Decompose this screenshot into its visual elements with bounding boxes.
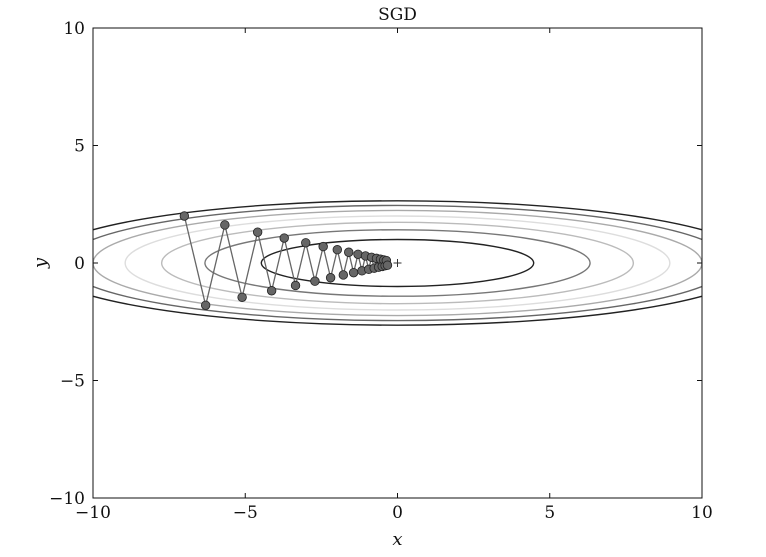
y-tick-label: 0 [74,254,85,274]
sgd-point [348,267,359,278]
minimum-marker [393,259,402,267]
sgd-point [325,273,336,283]
chart-title: SGD [378,5,417,25]
y-tick-label: −10 [49,489,85,509]
sgd-point [332,245,343,255]
x-tick-label: −10 [75,503,111,523]
contour-line-7 [93,200,702,326]
sgd-point [179,211,190,221]
x-tick-label: −5 [233,503,258,523]
contour-lines [93,200,702,326]
sgd-path-line [183,215,389,306]
y-axis-label: y [30,257,51,269]
contour-line-3 [160,221,635,305]
sgd-point [318,241,328,252]
sgd-point [266,286,277,296]
sgd-point [382,260,393,270]
sgd-point [301,238,311,248]
sgd-point [344,247,354,257]
x-axis-ticks: −10 −5 0 5 10 [75,28,713,523]
sgd-point [200,300,211,311]
sgd-path [183,215,389,306]
y-tick-label: 10 [63,19,85,39]
contour-line-1 [260,238,535,288]
y-tick-label: −5 [60,372,85,392]
contour-line-2 [204,229,591,297]
contour-line-5 [93,209,702,317]
x-tick-label: 0 [392,503,403,523]
x-tick-label: 10 [691,503,713,523]
y-tick-label: 5 [74,137,85,157]
sgd-point [252,227,263,237]
sgd-point [220,220,230,230]
x-tick-label: 5 [544,503,555,523]
sgd-point [338,270,349,280]
x-axis-label: x [392,529,402,550]
y-axis-ticks: −10 −5 0 5 10 [49,19,702,509]
sgd-point [279,233,289,243]
sgd-point [310,276,320,286]
sgd-points [179,211,393,311]
sgd-point [290,280,301,291]
contour-line-4 [124,215,671,311]
contour-line-6 [93,204,702,322]
sgd-point [237,292,247,302]
